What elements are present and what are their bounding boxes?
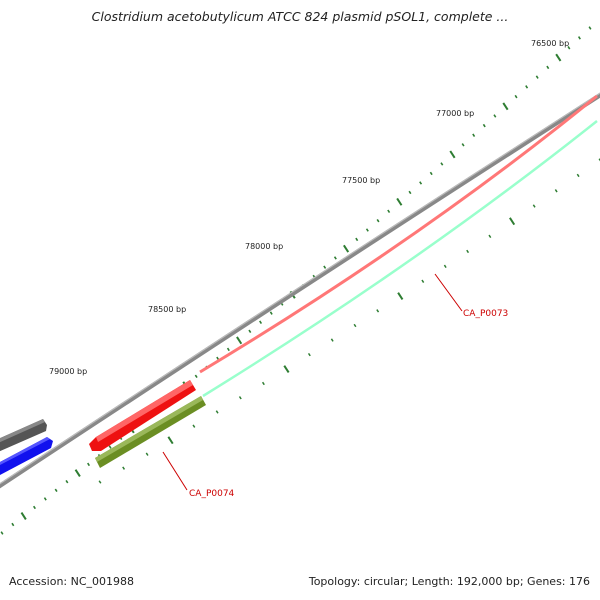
inner-major-tick [509, 217, 516, 226]
inner-minor-tick [145, 452, 149, 456]
minor-tick [32, 505, 36, 510]
inner-minor-tick [532, 204, 536, 208]
topology-summary: Topology: circular; Length: 192,000 bp; … [308, 575, 590, 588]
minor-tick [65, 479, 69, 484]
minor-tick [577, 36, 581, 40]
accession-text: Accession: NC_001988 [9, 575, 135, 588]
minor-tick [194, 374, 198, 379]
tick-label: 77000 bp [436, 109, 474, 118]
major-tick [343, 244, 350, 253]
inner-minor-tick [598, 158, 600, 162]
major-tick [20, 512, 27, 520]
minor-tick [567, 46, 571, 50]
inner-major-tick [397, 292, 404, 301]
minor-tick [355, 237, 359, 242]
minor-tick [11, 522, 15, 527]
minor-tick [108, 445, 112, 449]
plasmid-backbone [0, 92, 600, 489]
gene-label-CA_P0074[interactable]: CA_P0074 [189, 489, 235, 499]
gene-grey[interactable] [0, 419, 47, 452]
minor-tick [87, 462, 91, 467]
inner-minor-tick [443, 264, 447, 269]
minor-tick [248, 329, 252, 334]
minor-tick [43, 497, 47, 501]
minor-tick [535, 75, 539, 79]
map-title: Clostridium acetobutylicum ATCC 824 plas… [91, 9, 509, 24]
major-tick [396, 197, 403, 206]
major-tick [502, 102, 509, 111]
minor-tick [419, 181, 423, 185]
minor-tick [216, 356, 220, 361]
minor-tick [588, 26, 592, 30]
tick-label: 76500 bp [531, 39, 569, 48]
minor-tick [493, 114, 497, 118]
gene-CA_P0074-forward[interactable] [89, 380, 196, 451]
label-leader-CA_P0073 [434, 273, 463, 312]
tick-label: 79000 bp [49, 367, 87, 376]
inner-major-tick [283, 365, 290, 374]
major-tick [555, 53, 562, 62]
tick-marks [0, 26, 600, 535]
minor-tick [440, 162, 444, 166]
minor-tick [226, 347, 230, 352]
minor-tick [333, 256, 337, 260]
minor-tick [365, 228, 369, 232]
minor-tick [54, 488, 58, 493]
inner-minor-tick [576, 173, 580, 178]
inner-minor-tick [330, 338, 334, 342]
label-leader-CA_P0074 [162, 451, 188, 491]
inner-minor-tick [98, 480, 102, 484]
major-tick [449, 150, 456, 159]
gene-label-CA_P0073[interactable]: CA_P0073 [463, 309, 508, 319]
inner-minor-tick [122, 466, 126, 470]
minor-tick [376, 218, 380, 223]
minor-tick [0, 531, 4, 535]
major-tick [74, 469, 81, 478]
inner-minor-tick [307, 352, 311, 357]
gene-reverse-teal[interactable] [202, 120, 598, 398]
tick-label: 78500 bp [148, 305, 186, 314]
minor-tick [482, 123, 486, 128]
inner-minor-tick [421, 279, 425, 283]
minor-tick [387, 209, 391, 213]
inner-minor-tick [192, 424, 196, 428]
minor-tick [525, 85, 529, 89]
gene-blue[interactable] [0, 437, 53, 476]
major-tick [236, 336, 243, 345]
minor-tick [429, 171, 433, 176]
gene-CA_P0074-olive[interactable] [95, 396, 206, 468]
tick-label: 77500 bp [342, 176, 380, 185]
inner-minor-tick [215, 410, 219, 414]
minor-tick [546, 65, 550, 70]
minor-tick [408, 190, 412, 195]
inner-minor-tick [238, 396, 242, 400]
inner-minor-tick [554, 189, 558, 193]
minor-tick [472, 133, 476, 137]
inner-minor-tick [376, 309, 380, 313]
inner-minor-tick [466, 249, 470, 254]
minor-tick [269, 311, 273, 315]
inner-minor-tick [488, 234, 492, 239]
minor-tick [323, 265, 327, 269]
inner-minor-tick [353, 323, 357, 328]
inner-minor-tick [261, 381, 265, 386]
gene-CA_P0073[interactable] [196, 94, 598, 376]
minor-tick [461, 143, 465, 147]
inner-major-tick [167, 436, 174, 445]
minor-tick [514, 94, 518, 99]
minor-tick [259, 320, 263, 324]
tick-label: 78000 bp [245, 242, 283, 251]
